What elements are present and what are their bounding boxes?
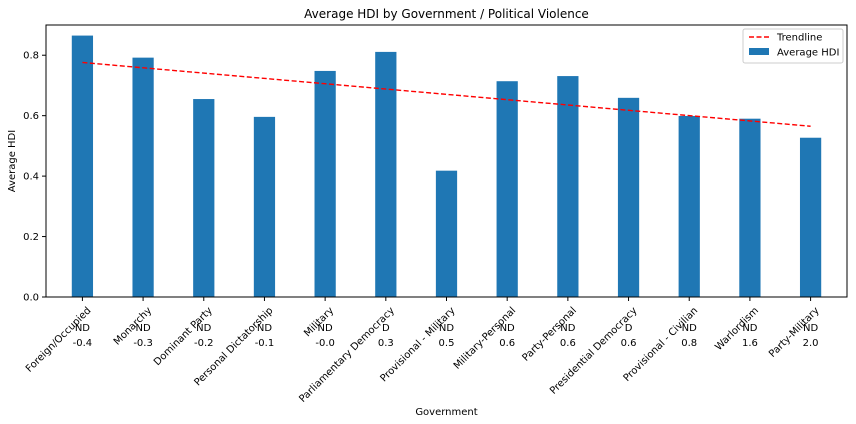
violence-label: ND	[318, 323, 333, 334]
violence-label: ND	[803, 323, 818, 334]
violence-label: D	[625, 323, 633, 334]
y-tick-label: 0.8	[23, 51, 39, 62]
violence-label: ND	[560, 323, 575, 334]
violence-value: 0.3	[378, 338, 394, 349]
violence-value: 1.6	[742, 338, 758, 349]
bar	[72, 36, 93, 297]
violence-value: 0.6	[499, 338, 515, 349]
violence-value: 0.8	[681, 338, 697, 349]
y-tick-label: 0.4	[23, 172, 39, 183]
y-tick-label: 0.2	[23, 232, 39, 243]
bar	[618, 98, 639, 297]
bar	[557, 76, 578, 297]
bar	[132, 58, 153, 297]
violence-value: 2.0	[803, 338, 819, 349]
y-tick-label: 0.6	[23, 111, 39, 122]
violence-label: ND	[196, 323, 211, 334]
violence-value: -0.0	[315, 338, 335, 349]
violence-label: ND	[75, 323, 90, 334]
violence-value: 0.5	[439, 338, 455, 349]
violence-label: D	[382, 323, 390, 334]
bar	[497, 81, 518, 297]
violence-value: 0.6	[560, 338, 576, 349]
violence-label: ND	[439, 323, 454, 334]
bar	[739, 119, 760, 297]
bar	[679, 116, 700, 297]
bar	[436, 171, 457, 297]
violence-label: ND	[500, 323, 515, 334]
violence-value: -0.4	[73, 338, 93, 349]
bar	[800, 138, 821, 297]
chart-title: Average HDI by Government / Political Vi…	[304, 7, 589, 21]
violence-value: 0.6	[621, 338, 637, 349]
legend: Trendline Average HDI	[743, 29, 843, 63]
violence-label: ND	[742, 323, 757, 334]
violence-value: -0.3	[133, 338, 153, 349]
y-axis-label: Average HDI	[7, 130, 18, 192]
bar	[315, 71, 336, 297]
violence-label: ND	[257, 323, 272, 334]
legend-trendline-label: Trendline	[776, 33, 822, 44]
legend-bar-swatch	[749, 48, 769, 55]
bar	[254, 117, 275, 297]
legend-bar-label: Average HDI	[777, 48, 839, 59]
bar	[193, 99, 214, 297]
violence-value: -0.1	[255, 338, 275, 349]
violence-label: ND	[135, 323, 150, 334]
violence-label: ND	[682, 323, 697, 334]
x-axis-label: Government	[415, 407, 477, 418]
y-tick-label: 0.0	[23, 293, 39, 304]
violence-value: -0.2	[194, 338, 214, 349]
